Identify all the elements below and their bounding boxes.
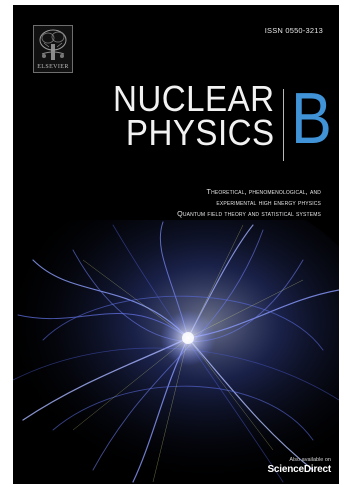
journal-section-letter: B: [291, 79, 332, 159]
sciencedirect-badge[interactable]: Also available on ScienceDirect: [267, 457, 331, 475]
journal-title-line2: PHYSICS: [126, 112, 275, 153]
sciencedirect-brand: ScienceDirect: [267, 464, 331, 475]
subtitle-line1: Theoretical, phenomenological, and: [206, 187, 321, 196]
elsevier-logo: ELSEVIER: [33, 25, 73, 73]
journal-cover: ELSEVIER ISSN 0550-3213 NUCLEAR PHYSICS …: [13, 5, 339, 484]
journal-title-line1: NUCLEAR: [113, 78, 275, 119]
cover-artwork: [13, 220, 339, 484]
subtitle-line3: Quantum field theory and statistical sys…: [177, 209, 321, 218]
subtitle-line2: experimental high energy physics: [216, 198, 321, 207]
tree-engraving-icon: [39, 29, 67, 60]
issn-label: ISSN 0550-3213: [264, 26, 323, 35]
availability-prefix: Also available on: [289, 457, 331, 463]
title-divider: [283, 89, 284, 161]
publisher-name: ELSEVIER: [37, 64, 69, 70]
